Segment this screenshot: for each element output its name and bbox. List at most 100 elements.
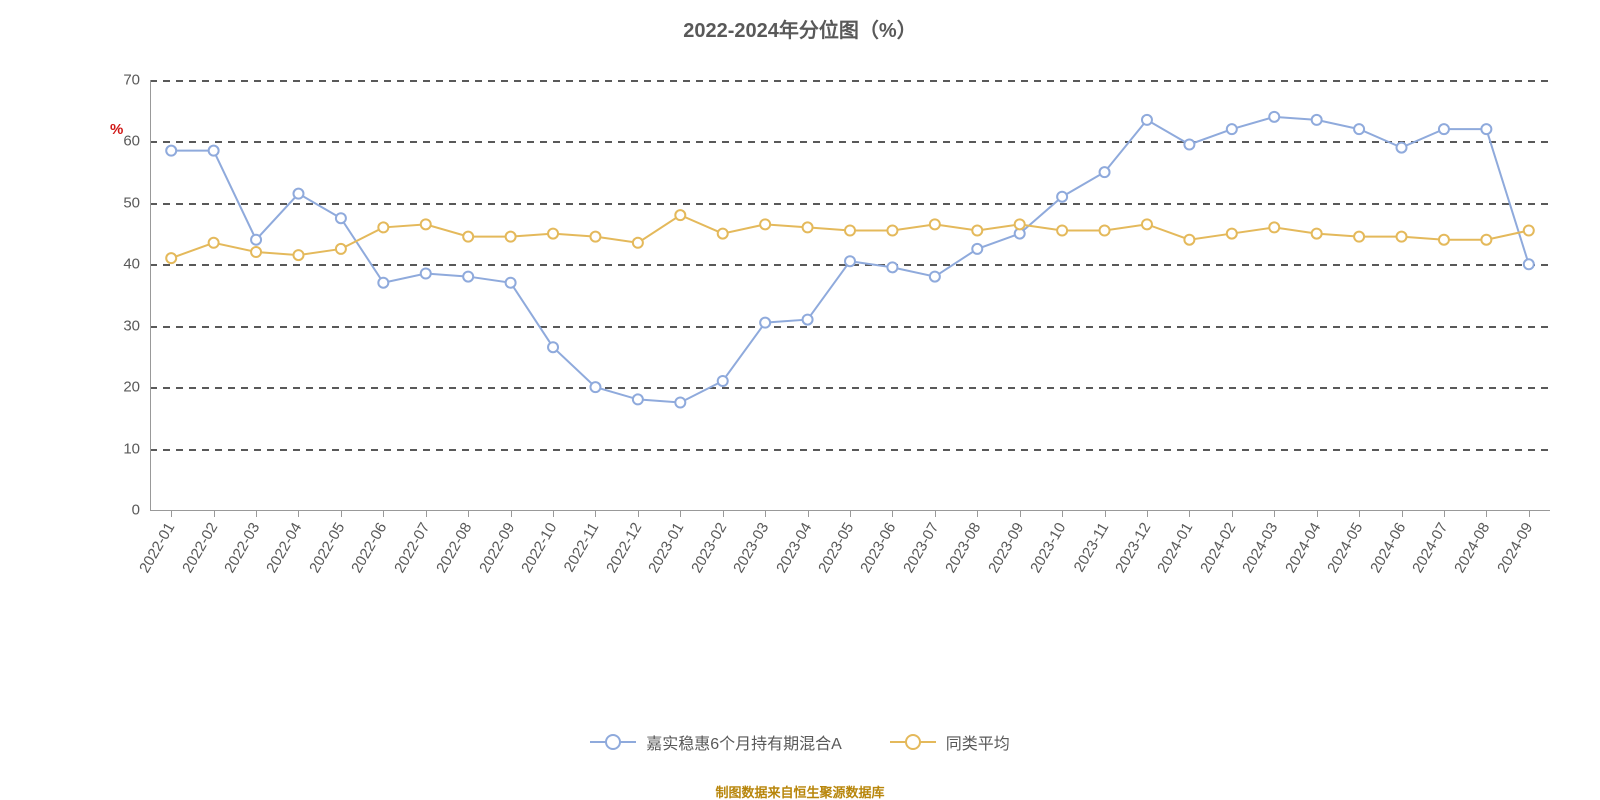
- x-tick-label: 2022-01: [136, 520, 178, 576]
- series-marker-1: [1184, 235, 1194, 245]
- series-marker-1: [1397, 232, 1407, 242]
- series-marker-1: [506, 232, 516, 242]
- x-tick-mark: [511, 510, 512, 517]
- series-marker-0: [209, 146, 219, 156]
- x-tick-mark: [850, 510, 851, 517]
- legend-item-series-b: 同类平均: [890, 730, 1010, 754]
- series-marker-1: [1439, 235, 1449, 245]
- series-marker-1: [930, 219, 940, 229]
- series-marker-1: [633, 238, 643, 248]
- x-tick-label: 2022-02: [179, 520, 221, 576]
- series-marker-1: [166, 253, 176, 263]
- x-tick-label: 2024-08: [1451, 520, 1493, 576]
- series-marker-0: [463, 272, 473, 282]
- x-tick-label: 2023-03: [730, 520, 772, 576]
- series-marker-0: [548, 342, 558, 352]
- series-marker-0: [1524, 259, 1534, 269]
- series-marker-0: [930, 272, 940, 282]
- x-tick-mark: [1105, 510, 1106, 517]
- series-marker-0: [1397, 143, 1407, 153]
- series-marker-1: [1100, 226, 1110, 236]
- y-tick-label: 0: [132, 502, 140, 519]
- x-tick-mark: [1486, 510, 1487, 517]
- series-marker-1: [972, 226, 982, 236]
- x-tick-mark: [935, 510, 936, 517]
- x-tick-label: 2022-03: [221, 520, 263, 576]
- x-tick-label: 2022-07: [391, 520, 433, 576]
- x-tick-mark: [680, 510, 681, 517]
- series-marker-0: [251, 235, 261, 245]
- series-marker-0: [845, 256, 855, 266]
- x-tick-label: 2023-02: [688, 520, 730, 576]
- x-tick-mark: [808, 510, 809, 517]
- series-marker-1: [378, 222, 388, 232]
- series-marker-0: [1439, 124, 1449, 134]
- series-marker-1: [1142, 219, 1152, 229]
- y-tick-label: 70: [123, 72, 140, 89]
- series-marker-0: [1312, 115, 1322, 125]
- x-tick-mark: [765, 510, 766, 517]
- series-marker-1: [1312, 229, 1322, 239]
- series-marker-0: [675, 398, 685, 408]
- x-tick-label: 2022-08: [433, 520, 475, 576]
- x-tick-mark: [638, 510, 639, 517]
- legend-item-series-a: 嘉实稳惠6个月持有期混合A: [590, 730, 842, 754]
- x-tick-label: 2024-07: [1409, 520, 1451, 576]
- series-marker-0: [887, 262, 897, 272]
- series-marker-1: [548, 229, 558, 239]
- x-tick-label: 2024-05: [1324, 520, 1366, 576]
- series-marker-0: [1227, 124, 1237, 134]
- plot-area: 0102030405060702022-012022-022022-032022…: [150, 80, 1550, 510]
- series-marker-0: [1269, 112, 1279, 122]
- legend-label-series-a: 嘉实稳惠6个月持有期混合A: [646, 730, 842, 754]
- x-tick-mark: [171, 510, 172, 517]
- x-tick-label: 2024-02: [1197, 520, 1239, 576]
- x-tick-label: 2023-07: [900, 520, 942, 576]
- series-marker-0: [336, 213, 346, 223]
- x-tick-mark: [298, 510, 299, 517]
- x-tick-label: 2024-01: [1154, 520, 1196, 576]
- x-tick-mark: [892, 510, 893, 517]
- series-marker-1: [590, 232, 600, 242]
- x-tick-mark: [1359, 510, 1360, 517]
- x-tick-label: 2022-09: [476, 520, 518, 576]
- series-marker-0: [166, 146, 176, 156]
- series-marker-1: [1481, 235, 1491, 245]
- x-tick-label: 2022-12: [603, 520, 645, 576]
- y-tick-label: 30: [123, 317, 140, 334]
- x-tick-label: 2023-09: [985, 520, 1027, 576]
- series-marker-1: [718, 229, 728, 239]
- chart-title: 2022-2024年分位图（%）: [0, 14, 1600, 43]
- series-marker-0: [1354, 124, 1364, 134]
- x-tick-mark: [1274, 510, 1275, 517]
- y-axis-unit-label: %: [110, 121, 123, 138]
- x-tick-label: 2022-06: [348, 520, 390, 576]
- x-tick-mark: [1444, 510, 1445, 517]
- x-tick-label: 2024-06: [1367, 520, 1409, 576]
- series-marker-1: [209, 238, 219, 248]
- series-marker-1: [887, 226, 897, 236]
- x-tick-mark: [341, 510, 342, 517]
- x-tick-mark: [1317, 510, 1318, 517]
- series-line-1: [171, 215, 1529, 258]
- y-tick-label: 40: [123, 256, 140, 273]
- x-tick-label: 2023-06: [858, 520, 900, 576]
- y-tick-label: 50: [123, 194, 140, 211]
- x-tick-mark: [1147, 510, 1148, 517]
- series-marker-1: [760, 219, 770, 229]
- series-marker-0: [760, 318, 770, 328]
- x-tick-label: 2023-11: [1070, 520, 1112, 575]
- series-marker-1: [1269, 222, 1279, 232]
- x-tick-label: 2024-03: [1239, 520, 1281, 576]
- x-tick-label: 2023-05: [815, 520, 857, 576]
- series-marker-0: [293, 189, 303, 199]
- x-tick-label: 2022-10: [518, 520, 560, 576]
- y-tick-label: 10: [123, 440, 140, 457]
- series-marker-1: [293, 250, 303, 260]
- x-tick-label: 2023-04: [773, 520, 815, 576]
- series-marker-0: [1057, 192, 1067, 202]
- series-marker-1: [1524, 226, 1534, 236]
- series-marker-0: [803, 315, 813, 325]
- series-marker-1: [1354, 232, 1364, 242]
- x-tick-label: 2024-04: [1282, 520, 1324, 576]
